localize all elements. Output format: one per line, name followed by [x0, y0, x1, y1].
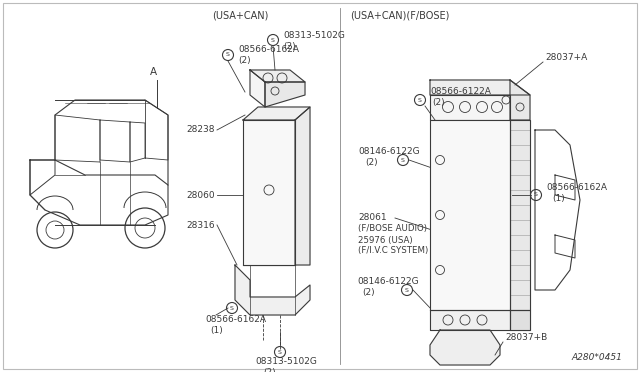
Text: (2): (2): [283, 42, 296, 51]
Text: (2): (2): [362, 289, 374, 298]
Text: (2): (2): [263, 368, 276, 372]
Text: 08146-6122G: 08146-6122G: [357, 278, 419, 286]
Bar: [243, 120, 295, 265]
Text: 08566-6162A: 08566-6162A: [205, 315, 266, 324]
Text: 08146-6122G: 08146-6122G: [358, 148, 420, 157]
Text: (1): (1): [552, 193, 564, 202]
Polygon shape: [265, 82, 305, 107]
Text: 08566-6162A: 08566-6162A: [238, 45, 299, 55]
Polygon shape: [430, 80, 530, 95]
Text: S: S: [401, 157, 405, 163]
Text: (USA+CAN): (USA+CAN): [212, 10, 268, 20]
Text: 28238: 28238: [186, 125, 215, 135]
Text: (2): (2): [238, 55, 251, 64]
Text: 28060: 28060: [186, 190, 215, 199]
Text: S: S: [226, 52, 230, 58]
Text: S: S: [230, 305, 234, 311]
Text: 28316: 28316: [186, 221, 215, 230]
Polygon shape: [250, 70, 265, 107]
Text: (F/BOSE AUDIO): (F/BOSE AUDIO): [358, 224, 427, 234]
Text: 08566-6122A: 08566-6122A: [430, 87, 491, 96]
Polygon shape: [235, 265, 310, 315]
Text: S: S: [418, 97, 422, 103]
Polygon shape: [295, 107, 310, 265]
Text: (F/I.V.C SYSTEM): (F/I.V.C SYSTEM): [358, 247, 428, 256]
Text: 28037+B: 28037+B: [505, 334, 547, 343]
Polygon shape: [510, 80, 530, 120]
Text: S: S: [405, 288, 409, 292]
Polygon shape: [243, 107, 310, 120]
Text: 08313-5102G: 08313-5102G: [283, 32, 345, 41]
Text: S: S: [271, 38, 275, 42]
Polygon shape: [510, 120, 530, 310]
Polygon shape: [430, 95, 510, 120]
Text: 08566-6162A: 08566-6162A: [546, 183, 607, 192]
Polygon shape: [430, 330, 500, 365]
Bar: [430, 120, 510, 310]
Text: A: A: [149, 67, 157, 77]
Text: (1): (1): [210, 326, 223, 334]
Text: 28061: 28061: [358, 214, 387, 222]
Polygon shape: [250, 70, 305, 82]
Text: A280*0451: A280*0451: [571, 353, 622, 362]
Text: (2): (2): [432, 99, 445, 108]
Text: S: S: [534, 192, 538, 198]
Text: 25976 (USA): 25976 (USA): [358, 235, 413, 244]
Text: (USA+CAN)(F/BOSE): (USA+CAN)(F/BOSE): [350, 10, 449, 20]
Polygon shape: [430, 310, 510, 330]
Text: S: S: [278, 350, 282, 355]
Polygon shape: [510, 310, 530, 330]
Text: 28037+A: 28037+A: [545, 54, 588, 62]
Text: (2): (2): [365, 158, 378, 167]
Text: 08313-5102G: 08313-5102G: [255, 357, 317, 366]
